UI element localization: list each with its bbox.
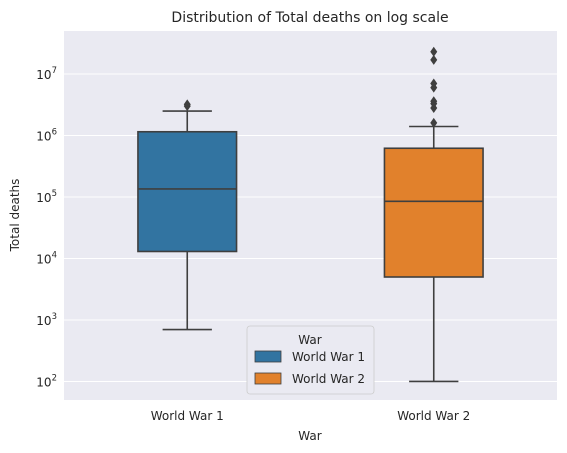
x-axis-ticks: World War 1 World War 2: [151, 409, 471, 423]
legend-entry-world-war-2: World War 2: [292, 372, 365, 386]
outlier-world-war-2-7: [430, 46, 438, 57]
legend-swatch-world-war-2: [254, 372, 282, 385]
y-tick-exponent-5: 7: [52, 66, 57, 76]
y-tick-exponent-4: 6: [52, 127, 57, 137]
chart-title: Distribution of Total deaths on log scal…: [171, 10, 448, 26]
y-axis-label: Total deaths: [8, 179, 22, 253]
y-tick-base-1: 10: [36, 314, 51, 328]
legend-entry-world-war-1: World War 1: [292, 350, 365, 364]
y-tick-base-0: 10: [36, 375, 51, 389]
x-tick-label-0: World War 1: [151, 409, 224, 423]
outlier-world-war-2-3: [430, 96, 438, 107]
legend-swatch-world-war-1: [254, 350, 282, 363]
outlier-world-war-2-5: [430, 78, 438, 89]
y-tick-exponent-3: 5: [52, 189, 57, 199]
y-tick-base-2: 10: [36, 252, 51, 266]
y-tick-label-3: 105: [36, 189, 57, 205]
y-tick-exponent-2: 4: [52, 250, 57, 260]
box-group-world-war-2: [383, 46, 484, 383]
y-tick-exponent-1: 3: [52, 312, 57, 322]
y-tick-label-4: 106: [36, 127, 57, 143]
y-tick-base-3: 10: [36, 191, 51, 205]
y-tick-label-2: 104: [36, 250, 57, 266]
box-group-world-war-1: [137, 99, 238, 331]
boxes: [137, 46, 484, 383]
outlier-world-war-2-0: [430, 117, 438, 128]
box-world-war-2: [383, 147, 484, 278]
box-world-war-1: [137, 130, 238, 253]
legend-title: War: [298, 333, 321, 347]
y-tick-label-0: 102: [36, 373, 57, 389]
x-axis-label: War: [298, 429, 321, 443]
y-tick-label-1: 103: [36, 312, 57, 328]
outlier-world-war-2-6: [430, 54, 438, 65]
y-tick-base-5: 10: [36, 68, 51, 82]
y-tick-label-5: 107: [36, 66, 57, 82]
legend: War World War 1 World War 2: [246, 325, 375, 395]
outlier-world-war-1-1: [183, 99, 191, 110]
x-tick-label-1: World War 2: [397, 409, 470, 423]
y-tick-exponent-0: 2: [52, 373, 57, 383]
y-tick-base-4: 10: [36, 129, 51, 143]
